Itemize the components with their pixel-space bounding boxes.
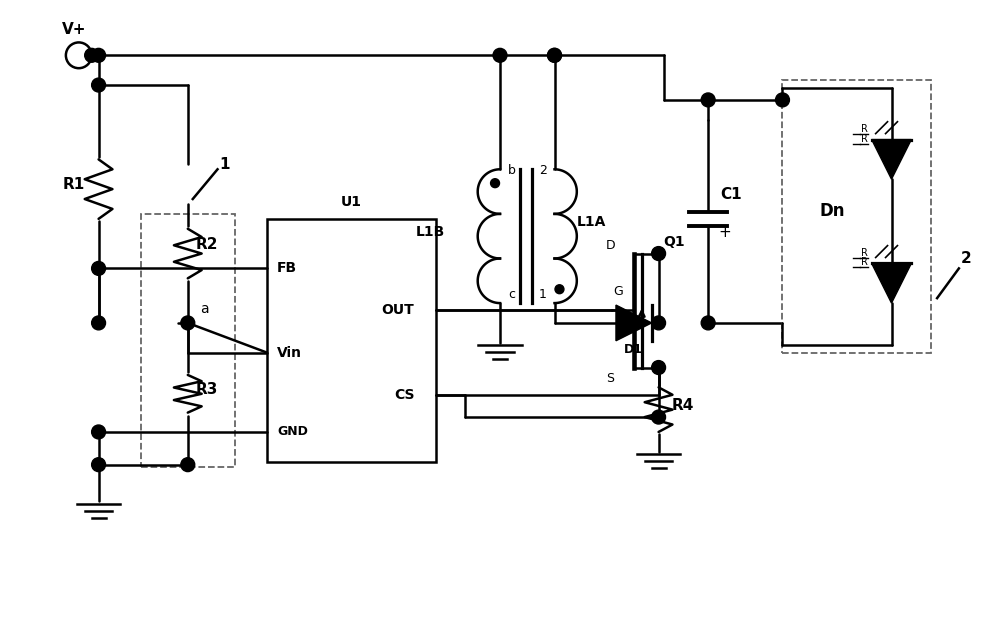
Circle shape [776, 93, 789, 107]
Text: 1: 1 [539, 288, 547, 301]
Text: S: S [606, 372, 614, 386]
Circle shape [493, 48, 507, 62]
Text: R1: R1 [63, 177, 85, 192]
Bar [141, 214, 235, 467]
Text: R4: R4 [671, 398, 694, 413]
Circle shape [92, 78, 106, 92]
Polygon shape [872, 264, 911, 303]
Circle shape [181, 458, 195, 472]
Polygon shape [616, 305, 652, 341]
Text: D: D [606, 239, 616, 252]
Text: Q1: Q1 [664, 235, 685, 249]
Circle shape [85, 48, 99, 62]
Circle shape [652, 316, 666, 330]
Text: R: R [861, 247, 868, 257]
Text: 2: 2 [961, 251, 972, 266]
Text: V+: V+ [62, 21, 86, 36]
Text: GND: GND [277, 425, 308, 438]
Text: U1: U1 [341, 195, 362, 209]
Circle shape [548, 48, 561, 62]
Text: L1A: L1A [576, 215, 606, 229]
Circle shape [701, 316, 715, 330]
Bar [782, 80, 931, 353]
Text: R: R [861, 124, 868, 134]
Text: R2: R2 [196, 237, 218, 252]
Text: OUT: OUT [381, 303, 414, 317]
Text: 1: 1 [220, 157, 230, 172]
Circle shape [92, 458, 106, 472]
Text: +: + [718, 225, 731, 240]
Text: a: a [200, 302, 208, 316]
Circle shape [548, 48, 561, 62]
Text: 2: 2 [539, 165, 547, 177]
Bar [267, 219, 436, 462]
Text: G: G [613, 285, 623, 298]
Circle shape [652, 247, 666, 261]
Circle shape [92, 261, 106, 275]
Circle shape [652, 410, 666, 424]
Circle shape [555, 284, 564, 294]
Circle shape [491, 179, 500, 188]
Circle shape [181, 316, 195, 330]
Text: CS: CS [394, 388, 414, 403]
Text: L1B: L1B [416, 225, 445, 239]
Text: R3: R3 [196, 382, 218, 397]
Circle shape [92, 48, 106, 62]
Text: b: b [508, 165, 516, 177]
Text: FB: FB [277, 261, 297, 276]
Circle shape [92, 425, 106, 439]
Polygon shape [872, 139, 911, 179]
Text: R: R [861, 257, 868, 268]
Text: c: c [508, 288, 515, 301]
Text: C1: C1 [720, 187, 742, 202]
Circle shape [92, 316, 106, 330]
Text: R: R [861, 134, 868, 144]
Text: D1: D1 [624, 343, 643, 355]
Circle shape [652, 360, 666, 374]
Text: Dn: Dn [819, 202, 845, 220]
Circle shape [701, 93, 715, 107]
Text: Vin: Vin [277, 345, 302, 360]
